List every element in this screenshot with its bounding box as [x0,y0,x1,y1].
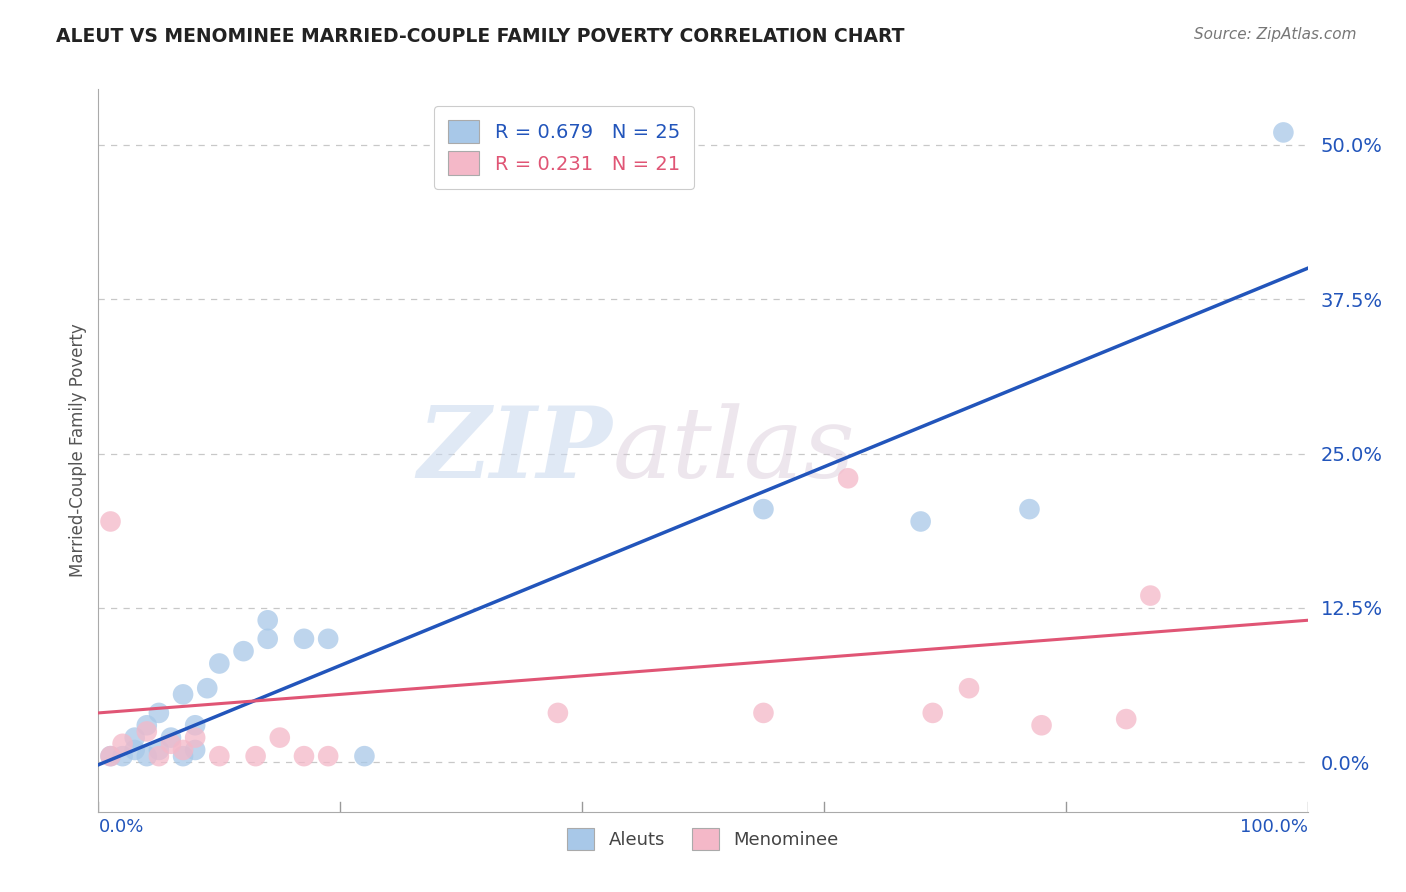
Point [1139,589,1161,603]
Point [208,657,231,671]
Point [135,724,157,739]
Point [148,743,170,757]
Point [135,718,157,732]
Point [256,613,278,627]
Point [184,743,207,757]
Point [353,749,375,764]
Point [111,749,134,764]
Text: 100.0%: 100.0% [1240,818,1308,836]
Point [124,731,146,745]
Point [292,749,315,764]
Text: ALEUT VS MENOMINEE MARRIED-COUPLE FAMILY POVERTY CORRELATION CHART: ALEUT VS MENOMINEE MARRIED-COUPLE FAMILY… [56,27,904,45]
Point [910,515,932,529]
Point [1115,712,1137,726]
Point [184,731,207,745]
Point [1272,125,1295,139]
Y-axis label: Married-Couple Family Poverty: Married-Couple Family Poverty [69,324,87,577]
Point [100,749,122,764]
Point [208,749,231,764]
Point [547,706,569,720]
Point [148,706,170,720]
Point [100,749,122,764]
Point [921,706,943,720]
Point [135,749,157,764]
Point [184,718,207,732]
Point [111,737,134,751]
Point [1031,718,1053,732]
Text: ZIP: ZIP [418,402,613,499]
Point [245,749,267,764]
Point [124,743,146,757]
Point [172,743,194,757]
Point [100,515,122,529]
Text: Source: ZipAtlas.com: Source: ZipAtlas.com [1194,27,1357,42]
Point [837,471,859,485]
Point [148,749,170,764]
Point [172,749,194,764]
Point [957,681,980,696]
Legend: Aleuts, Menominee: Aleuts, Menominee [560,821,846,857]
Point [316,632,339,646]
Point [160,737,183,751]
Text: atlas: atlas [613,403,855,498]
Point [172,687,194,701]
Point [316,749,339,764]
Point [269,731,291,745]
Point [160,731,183,745]
Point [1018,502,1040,516]
Point [256,632,278,646]
Point [752,502,775,516]
Point [232,644,254,658]
Text: 0.0%: 0.0% [98,818,143,836]
Point [752,706,775,720]
Point [292,632,315,646]
Point [195,681,218,696]
